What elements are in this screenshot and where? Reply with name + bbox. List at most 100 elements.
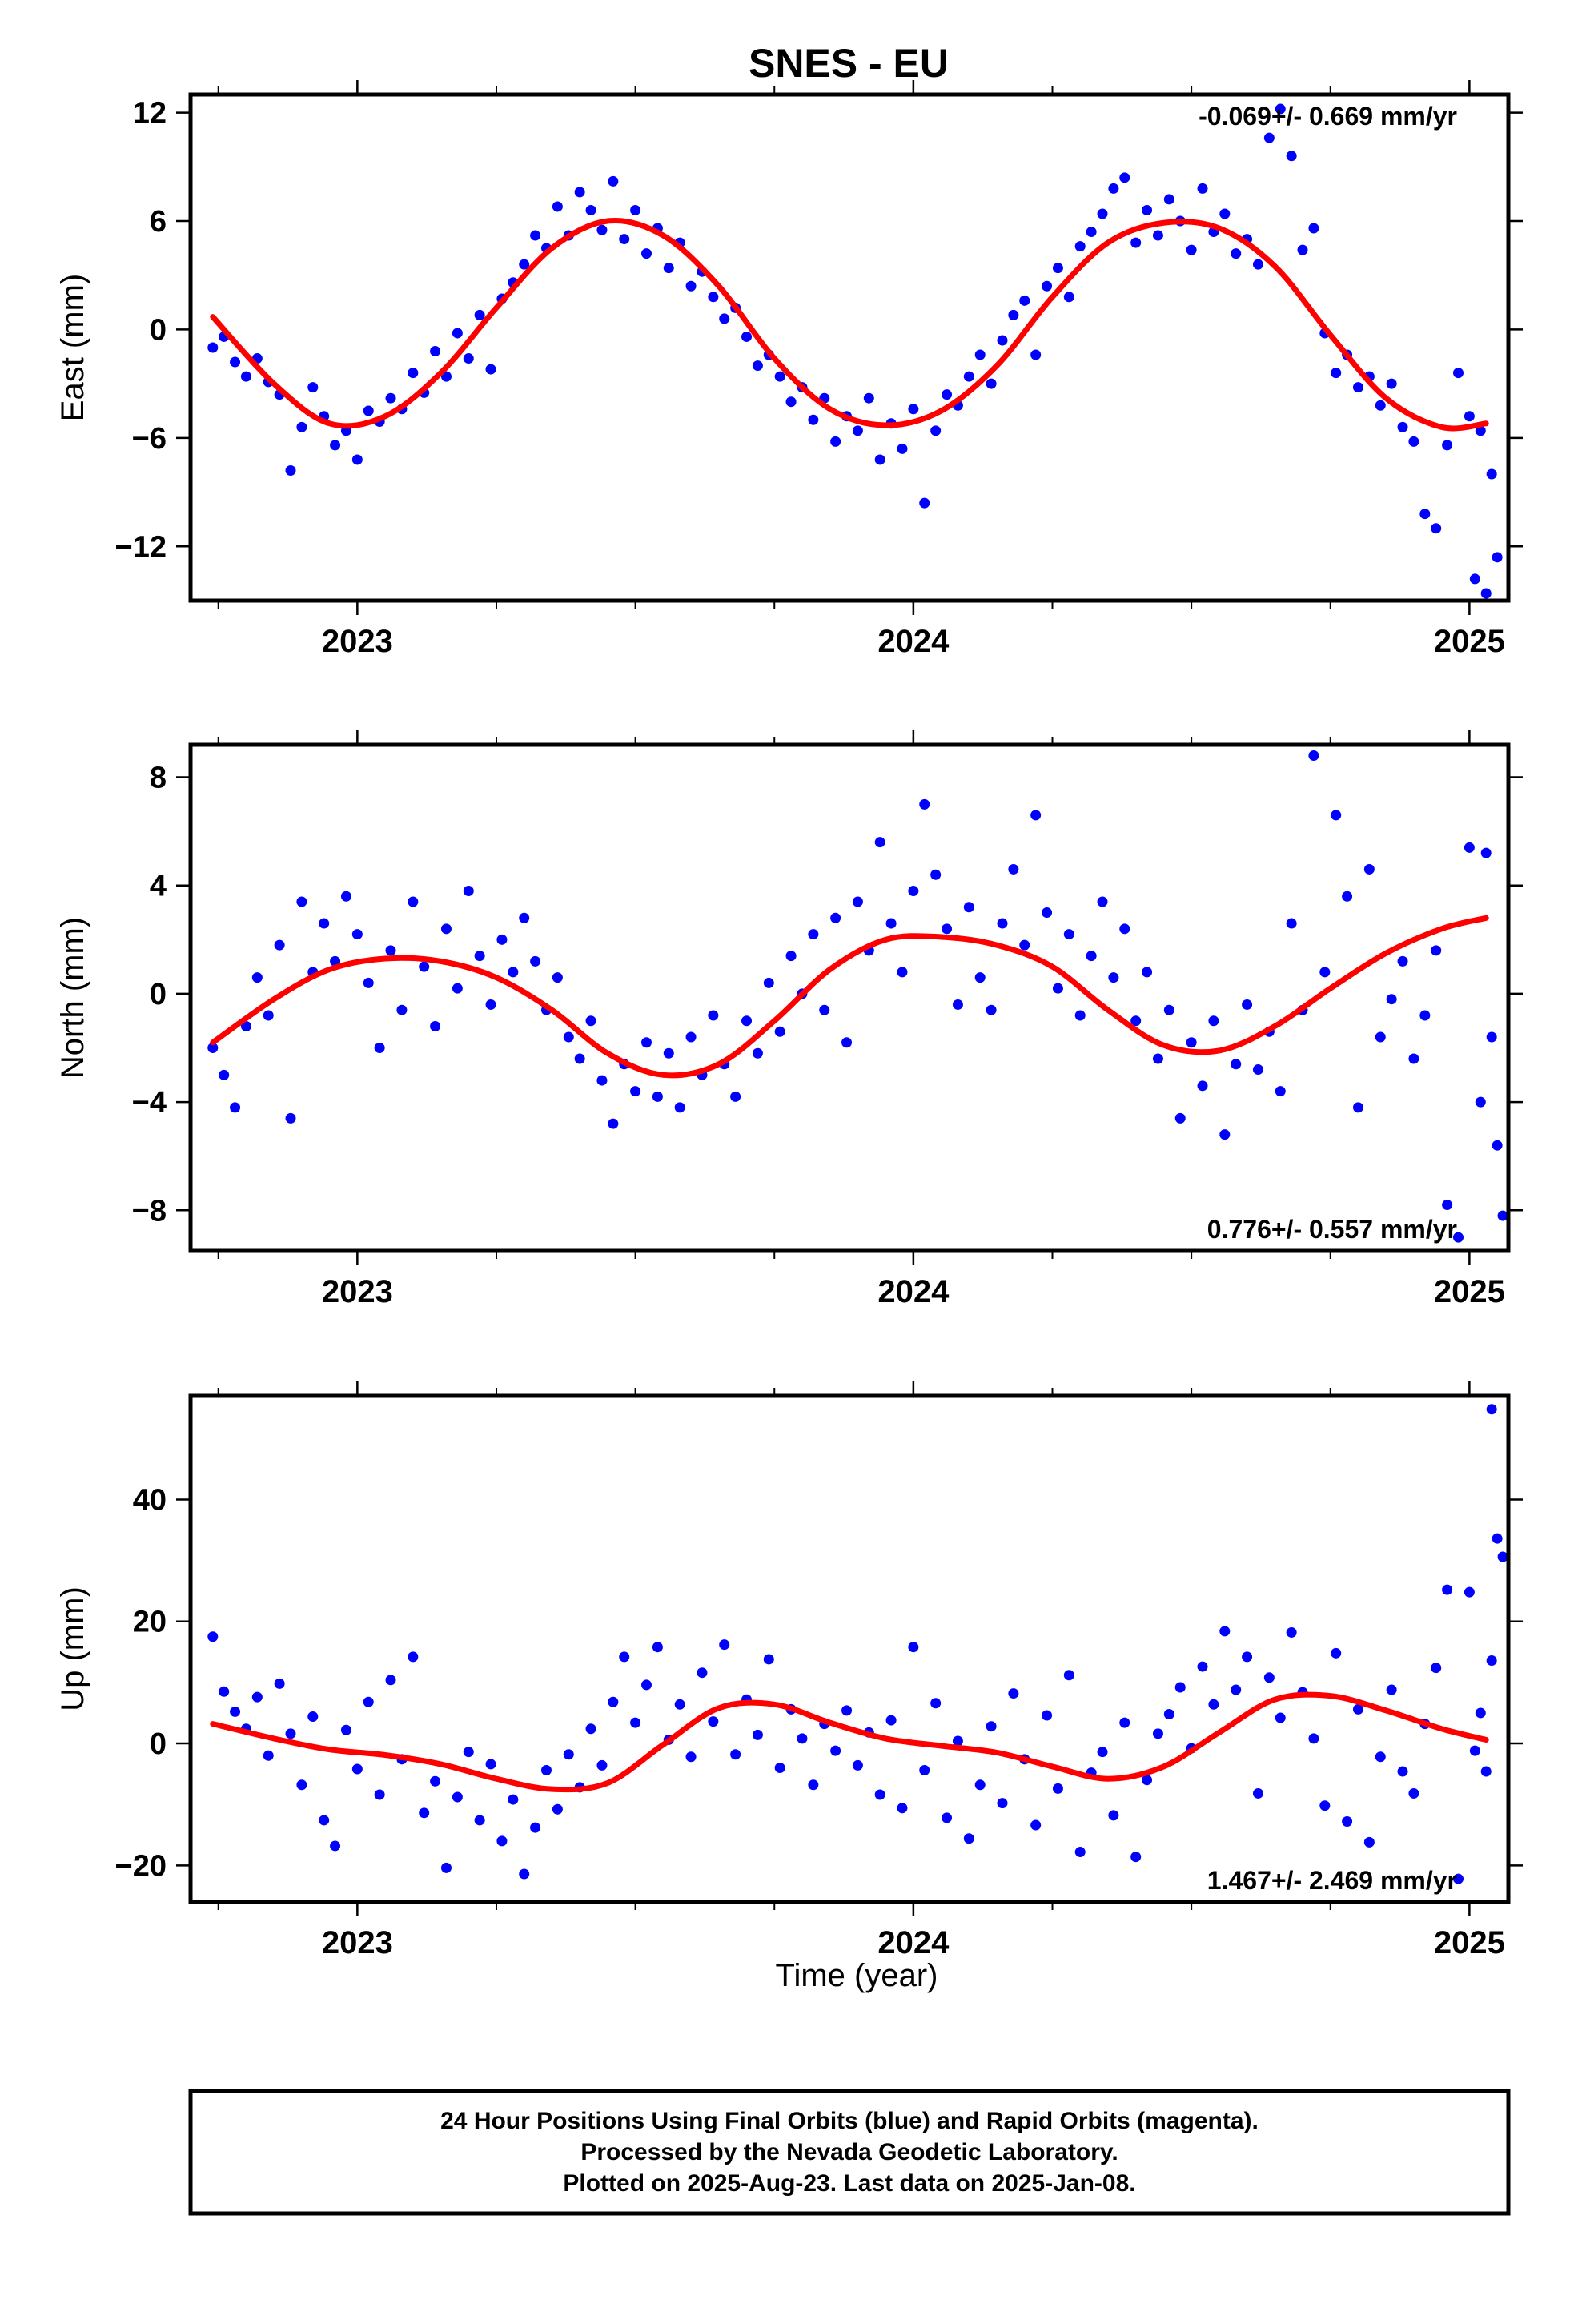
- east-x-tick-label: 2023: [322, 624, 393, 659]
- up-data-point: [307, 1711, 319, 1723]
- north-data-point: [274, 939, 285, 951]
- east-data-point: [1352, 382, 1363, 393]
- north-data-point: [1197, 1080, 1208, 1092]
- east-data-point: [708, 292, 719, 303]
- north-data-point: [508, 967, 519, 978]
- up-data-point: [919, 1765, 930, 1776]
- up-data-point: [1342, 1815, 1353, 1827]
- up-data-point: [685, 1751, 697, 1763]
- east-data-point: [874, 454, 885, 465]
- north-data-point: [1130, 1015, 1142, 1027]
- up-data-point: [219, 1686, 230, 1697]
- east-data-point: [485, 364, 496, 375]
- up-data-point: [496, 1835, 508, 1847]
- east-data-point: [1386, 378, 1397, 389]
- north-data-point: [285, 1112, 296, 1124]
- north-data-point: [251, 972, 263, 983]
- north-y-tick-label: 8: [150, 762, 167, 795]
- east-y-tick-label: 6: [150, 205, 167, 239]
- north-data-point: [1431, 945, 1442, 956]
- north-data-point: [1174, 1112, 1186, 1124]
- up-data-point: [440, 1862, 452, 1873]
- east-data-point: [1431, 523, 1442, 534]
- north-data-point: [785, 951, 797, 962]
- up-data-point: [942, 1812, 953, 1823]
- east-data-point: [1219, 208, 1231, 219]
- up-data-point: [552, 1803, 563, 1815]
- up-data-point: [908, 1642, 919, 1653]
- north-data-point: [1442, 1200, 1453, 1211]
- north-data-point: [452, 983, 463, 994]
- up-data-point: [874, 1789, 885, 1800]
- north-data-point: [1097, 896, 1108, 907]
- up-data-point: [374, 1789, 385, 1800]
- east-data-point: [1397, 421, 1408, 432]
- north-data-point: [296, 896, 307, 907]
- up-data-point: [885, 1715, 897, 1726]
- east-data-point: [330, 440, 341, 451]
- north-data-point: [919, 798, 930, 810]
- east-data-point: [596, 224, 608, 235]
- north-data-point: [1497, 1210, 1508, 1221]
- east-y-axis-label: East (mm): [55, 274, 90, 421]
- up-data-point: [1375, 1751, 1386, 1763]
- east-data-point: [685, 280, 697, 292]
- east-data-point: [463, 353, 474, 364]
- east-fit-line: [210, 217, 1489, 432]
- north-data-point: [1286, 918, 1297, 929]
- north-data-point: [908, 886, 919, 897]
- footer-box: 24 Hour Positions Using Final Orbits (bl…: [188, 2089, 1511, 2216]
- up-data-point: [1319, 1800, 1331, 1811]
- up-data-point: [652, 1642, 663, 1653]
- footer-line-3: Plotted on 2025-Aug-23. Last data on 202…: [563, 2170, 1135, 2197]
- east-data-point: [240, 371, 251, 382]
- east-data-point: [1231, 248, 1242, 259]
- up-data-point: [1197, 1661, 1208, 1672]
- up-data-point: [1242, 1651, 1253, 1663]
- east-data-point: [1275, 103, 1286, 115]
- east-data-point: [1252, 259, 1263, 270]
- east-data-point: [1119, 172, 1130, 183]
- north-data-point: [1419, 1010, 1431, 1021]
- up-data-point: [830, 1745, 841, 1756]
- north-panel: 2023 2024 2025 −8 −4 0 4 8 North (mm) 0.776+/- 0.…: [55, 730, 1523, 1309]
- east-data-point: [1052, 263, 1063, 274]
- north-data-point: [841, 1037, 853, 1048]
- up-data-point: [1030, 1819, 1042, 1831]
- north-data-point: [963, 902, 974, 913]
- east-data-point: [974, 349, 986, 360]
- up-data-point: [1074, 1847, 1086, 1858]
- east-data-point: [296, 421, 307, 432]
- up-data-point: [1231, 1684, 1242, 1695]
- east-data-point: [1152, 230, 1163, 241]
- north-data-point: [319, 918, 330, 929]
- up-data-point: [1452, 1873, 1464, 1884]
- north-data-point: [463, 886, 474, 897]
- east-data-point: [1008, 309, 1019, 320]
- east-data-point: [552, 201, 563, 212]
- east-x-tick-label: 2025: [1434, 624, 1505, 659]
- north-data-point: [1408, 1053, 1419, 1064]
- up-x-tick-label: 2025: [1434, 1925, 1505, 1960]
- east-panel: 2023 2024 2025 −12 −6 0 6 12 East (mm) -0.069+/- …: [55, 80, 1523, 659]
- north-data-point: [885, 918, 897, 929]
- east-data-point: [897, 443, 908, 454]
- north-data-point: [852, 896, 863, 907]
- east-data-point: [1375, 400, 1386, 411]
- x-axis-label: Time (year): [776, 1958, 938, 1993]
- up-data-point: [841, 1705, 853, 1716]
- up-data-point: [363, 1696, 374, 1707]
- up-data-point: [563, 1749, 574, 1760]
- up-data-point: [263, 1750, 274, 1761]
- north-data-point: [1030, 810, 1042, 821]
- up-data-point: [1163, 1708, 1174, 1719]
- north-data-point: [652, 1091, 663, 1102]
- east-data-point: [1464, 411, 1475, 422]
- up-data-point: [452, 1791, 463, 1803]
- north-data-point: [1186, 1037, 1197, 1048]
- east-data-point: [1063, 292, 1074, 303]
- up-data-point: [752, 1729, 763, 1740]
- up-data-point: [274, 1678, 285, 1689]
- up-data-point: [1331, 1647, 1342, 1659]
- up-data-point: [1469, 1745, 1480, 1756]
